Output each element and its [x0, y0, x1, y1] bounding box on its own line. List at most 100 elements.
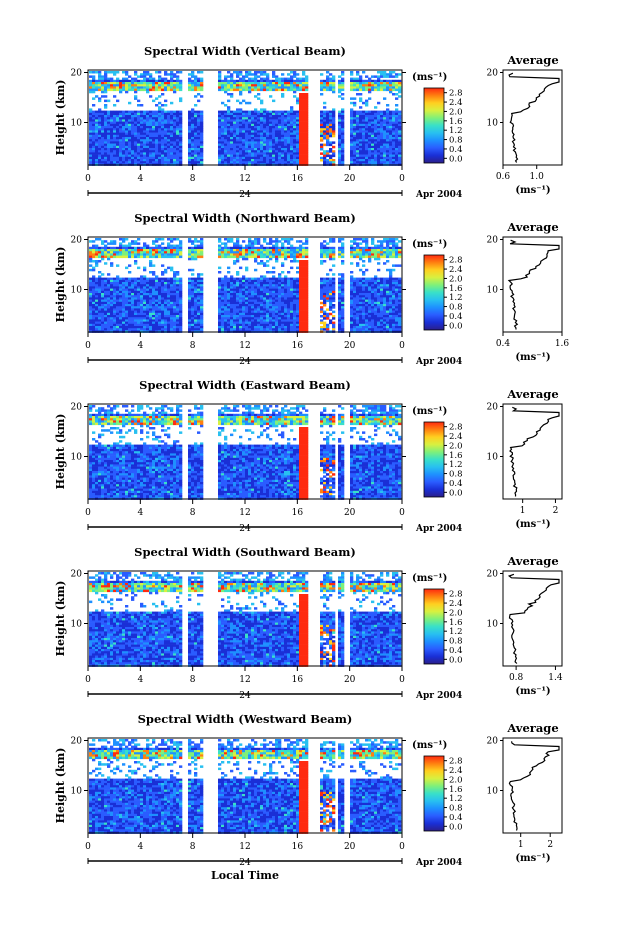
x-tick-label: 8 [190, 675, 196, 685]
average-profile-line [508, 72, 560, 163]
profile-y-tick-label: 10 [487, 620, 499, 630]
x-tick-label: 12 [239, 675, 250, 685]
colorbar-tick-label: 2.4 [449, 432, 463, 442]
colorbar-tick-label: 2.8 [449, 423, 463, 433]
y-tick-label: 20 [71, 403, 83, 413]
profile-frame [502, 403, 563, 500]
colorbar-unit: (ms⁻¹) [412, 239, 447, 250]
colorbar-tick-label: 2.0 [449, 775, 463, 785]
profile-x-tick-label: 0.8 [509, 673, 524, 683]
colorbar-tick-label: 2.0 [449, 608, 463, 618]
x-tick-label: 4 [137, 508, 143, 518]
panel-title: Spectral Width (Southward Beam) [134, 545, 356, 559]
profile-x-tick-label: 1.6 [555, 339, 570, 349]
colorbar-tick-label: 1.2 [449, 126, 463, 136]
heatmap-cells [89, 405, 402, 500]
profile-y-tick-label: 20 [487, 570, 499, 580]
date-label: Apr 2004 [415, 357, 462, 367]
x-tick-label: 0 [85, 341, 91, 351]
y-axis-label: Height (km) [54, 581, 67, 657]
y-tick-label: 10 [71, 119, 83, 129]
y-axis-label: Height (km) [54, 247, 67, 323]
x-tick-label: 0 [85, 675, 91, 685]
colorbar-tick-label: 1.2 [449, 293, 463, 303]
profile-x-label: (ms⁻¹) [515, 853, 550, 864]
colorbar-tick-label: 0.0 [449, 488, 463, 498]
heatmap-cells [89, 739, 402, 834]
colorbar-tick-label: 1.2 [449, 627, 463, 637]
colorbar-tick-label: 0.4 [449, 646, 463, 656]
x-tick-label: 0 [399, 842, 405, 852]
colorbar-tick-label: 2.8 [449, 256, 463, 266]
y-axis-label: Height (km) [54, 80, 67, 156]
x-tick-label: 12 [239, 508, 250, 518]
date-label: Apr 2004 [415, 524, 462, 534]
day-label: 24 [239, 524, 251, 534]
x-tick-label: 20 [344, 174, 356, 184]
average-profile-line [509, 406, 560, 497]
x-tick-label: 16 [292, 842, 304, 852]
x-tick-label: 8 [190, 174, 196, 184]
colorbar-unit: (ms⁻¹) [412, 406, 447, 417]
panel-2: Spectral Width (Northward Beam) 10 20 Heigh… [54, 211, 569, 367]
profile-y-tick-label: 10 [487, 286, 499, 296]
y-tick-label: 10 [71, 620, 83, 630]
x-tick-label: 8 [190, 842, 196, 852]
profile-title: Average [506, 387, 558, 401]
panel-title: Spectral Width (Westward Beam) [138, 712, 353, 726]
x-tick-label: 12 [239, 341, 250, 351]
colorbar-tick-label: 2.0 [449, 441, 463, 451]
colorbar-tick-label: 0.4 [449, 479, 463, 489]
colorbar-tick-label: 2.4 [449, 766, 463, 776]
x-tick-label: 16 [292, 675, 304, 685]
average-profile-line [507, 573, 560, 664]
profile-y-tick-label: 10 [487, 453, 499, 463]
colorbar-tick-label: 0.0 [449, 822, 463, 832]
profile-title: Average [506, 721, 558, 735]
heatmap-cells [89, 71, 402, 166]
colorbar-tick-label: 2.8 [449, 590, 463, 600]
colorbar-tick-label: 0.0 [449, 321, 463, 331]
profile-x-tick-label: 1 [520, 506, 526, 516]
date-label: Apr 2004 [415, 691, 462, 701]
y-tick-label: 10 [71, 787, 83, 797]
x-tick-label: 20 [344, 675, 356, 685]
panel-title: Spectral Width (Eastward Beam) [139, 378, 351, 392]
x-tick-label: 16 [292, 508, 304, 518]
profile-frame [502, 236, 563, 333]
colorbar-tick-label: 0.8 [449, 637, 463, 647]
x-tick-label: 0 [399, 675, 405, 685]
colorbar-tick-label: 1.6 [449, 117, 463, 127]
profile-x-label: (ms⁻¹) [515, 686, 550, 697]
panel-3: Spectral Width (Eastward Beam)1020Height… [54, 378, 563, 534]
y-axis-label: Height (km) [54, 748, 67, 824]
profile-x-tick-label: 2 [553, 506, 559, 516]
colorbar-tick-label: 0.8 [449, 804, 463, 814]
colorbar [423, 588, 445, 665]
day-label: 24 [239, 357, 251, 367]
profile-frame [502, 69, 563, 166]
colorbar-tick-label: 1.6 [449, 618, 463, 628]
colorbar-unit: (ms⁻¹) [412, 72, 447, 83]
x-tick-label: 4 [137, 675, 143, 685]
x-tick-label: 12 [239, 842, 250, 852]
colorbar-tick-label: 1.6 [449, 284, 463, 294]
colorbar-tick-label: 2.0 [449, 274, 463, 284]
y-tick-label: 20 [71, 69, 83, 79]
profile-frame [502, 570, 563, 667]
profile-x-tick-label: 1 [518, 840, 524, 850]
x-tick-label: 0 [85, 842, 91, 852]
panel-4: Spectral Width (Southward Beam) 10 20 Heigh… [54, 545, 563, 701]
profile-x-label: (ms⁻¹) [515, 519, 550, 530]
colorbar-tick-label: 1.2 [449, 794, 463, 804]
x-tick-label: 0 [399, 174, 405, 184]
x-tick-label: 0 [399, 508, 405, 518]
x-tick-label: 0 [85, 508, 91, 518]
panel-title: Spectral Width (Vertical Beam) [144, 44, 346, 58]
colorbar-unit: (ms⁻¹) [412, 573, 447, 584]
x-tick-label: 16 [292, 174, 304, 184]
colorbar-tick-label: 1.6 [449, 785, 463, 795]
colorbar-unit: (ms⁻¹) [412, 740, 447, 751]
average-profile-line [507, 239, 560, 330]
